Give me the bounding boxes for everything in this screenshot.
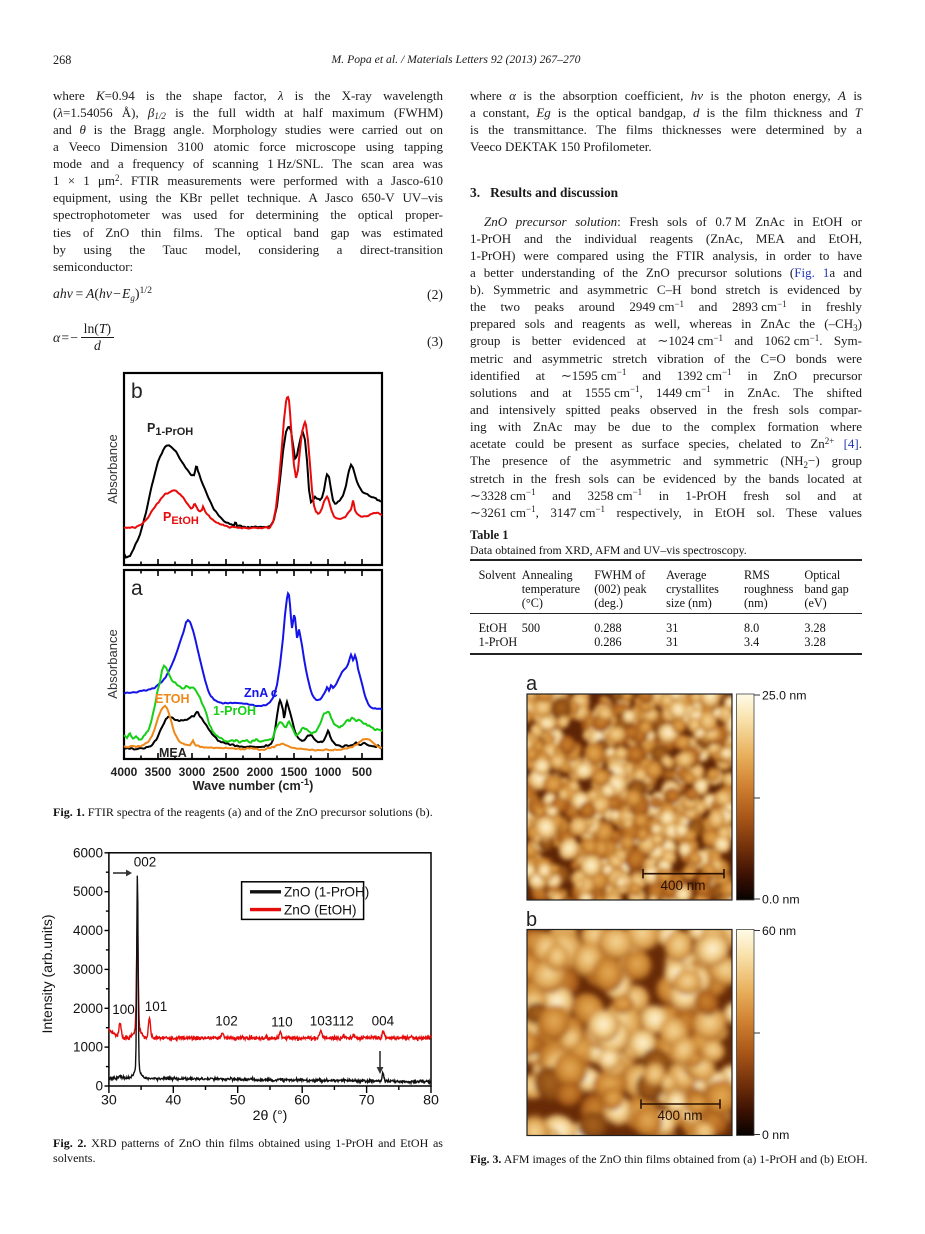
svg-text:MEA: MEA bbox=[159, 746, 187, 760]
svg-text:25.0 nm: 25.0 nm bbox=[762, 689, 806, 703]
svg-text:1-PrOH: 1-PrOH bbox=[213, 704, 256, 718]
svg-text:1000: 1000 bbox=[73, 1040, 103, 1055]
svg-text:ZnA c: ZnA c bbox=[244, 686, 278, 700]
svg-text:2000: 2000 bbox=[247, 765, 274, 779]
svg-text:ETOH: ETOH bbox=[155, 692, 190, 706]
svg-text:a: a bbox=[526, 673, 538, 695]
svg-text:500: 500 bbox=[352, 765, 372, 779]
svg-text:Wave number (cm-1): Wave number (cm-1) bbox=[193, 777, 314, 793]
svg-text:002: 002 bbox=[134, 855, 157, 870]
svg-text:5000: 5000 bbox=[73, 884, 103, 899]
svg-text:102: 102 bbox=[215, 1014, 238, 1029]
svg-text:0.0 nm: 0.0 nm bbox=[762, 893, 800, 907]
svg-text:70: 70 bbox=[359, 1093, 375, 1109]
svg-text:1500: 1500 bbox=[281, 765, 308, 779]
svg-text:400 nm: 400 nm bbox=[660, 878, 705, 893]
svg-text:103112: 103112 bbox=[310, 1014, 354, 1029]
svg-text:101: 101 bbox=[145, 999, 168, 1014]
svg-text:4000: 4000 bbox=[73, 923, 103, 938]
svg-text:40: 40 bbox=[165, 1093, 181, 1109]
svg-text:400 nm: 400 nm bbox=[657, 1108, 702, 1123]
svg-text:50: 50 bbox=[230, 1093, 246, 1109]
svg-text:4000: 4000 bbox=[111, 765, 138, 779]
svg-text:ZnO (EtOH): ZnO (EtOH) bbox=[284, 902, 357, 917]
svg-text:004: 004 bbox=[372, 1014, 395, 1029]
svg-text:60 nm: 60 nm bbox=[762, 924, 796, 938]
svg-text:PEtOH: PEtOH bbox=[163, 510, 199, 527]
svg-text:b: b bbox=[526, 909, 537, 931]
svg-text:1000: 1000 bbox=[315, 765, 342, 779]
svg-text:P1-PrOH: P1-PrOH bbox=[147, 421, 193, 438]
svg-text:ZnO (1-PrOH): ZnO (1-PrOH) bbox=[284, 885, 369, 900]
svg-text:0 nm: 0 nm bbox=[762, 1128, 789, 1142]
svg-text:2000: 2000 bbox=[73, 1001, 103, 1016]
svg-text:Intensity (arb.units): Intensity (arb.units) bbox=[39, 914, 55, 1033]
svg-text:2500: 2500 bbox=[213, 765, 240, 779]
svg-text:Absorbance: Absorbance bbox=[105, 629, 120, 698]
svg-text:110: 110 bbox=[271, 1015, 293, 1030]
svg-text:Absorbance: Absorbance bbox=[105, 434, 120, 503]
svg-text:6000: 6000 bbox=[73, 845, 103, 860]
svg-text:3000: 3000 bbox=[179, 765, 206, 779]
svg-text:100: 100 bbox=[112, 1002, 135, 1017]
svg-text:b: b bbox=[131, 380, 143, 403]
svg-text:3500: 3500 bbox=[145, 765, 172, 779]
svg-text:30: 30 bbox=[101, 1093, 117, 1109]
svg-text:80: 80 bbox=[423, 1093, 439, 1109]
svg-text:2θ (°): 2θ (°) bbox=[253, 1108, 288, 1124]
svg-text:60: 60 bbox=[294, 1093, 310, 1109]
svg-text:a: a bbox=[131, 577, 143, 600]
svg-text:0: 0 bbox=[95, 1079, 103, 1094]
svg-text:3000: 3000 bbox=[73, 962, 103, 977]
